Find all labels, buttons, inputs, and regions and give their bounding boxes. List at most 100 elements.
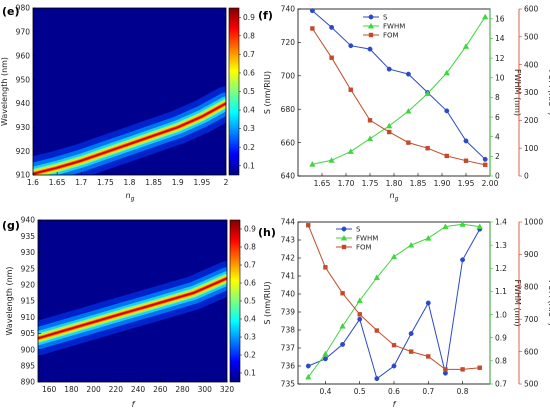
- right-tick-label: 100: [524, 144, 539, 153]
- colorbar-tick-label: 0.5: [243, 87, 255, 96]
- resonance-band-layer-6: [33, 102, 226, 175]
- data-point-s: [463, 138, 469, 144]
- x-tick-label: 1.8: [124, 178, 136, 187]
- mid-axis-label: FWHM (nm): [513, 69, 522, 116]
- data-point-fom: [391, 342, 397, 348]
- right-axis-label-main: FOM (RIU: [547, 280, 550, 317]
- data-point-fwhm: [339, 322, 346, 329]
- y-tick-label: 930: [16, 123, 31, 132]
- mid-axis-label: FWHM (nm): [513, 279, 522, 326]
- data-point-s: [460, 257, 466, 263]
- data-point-fom: [329, 55, 334, 60]
- y-tick-label: 910: [16, 171, 31, 180]
- y-tick-label: 925: [21, 264, 36, 273]
- data-point-fwhm: [424, 90, 431, 96]
- y-tick-label: 895: [21, 362, 36, 371]
- left-tick-label: 737: [281, 344, 296, 353]
- left-tick-label: 680: [281, 105, 296, 114]
- panel-h-line-chart: (h) 0.4 0.5 0.6 0.7 0.8 735 736 737 738 739 740 741 7…: [258, 218, 550, 409]
- data-point-fwhm: [462, 43, 470, 49]
- x-axis-label: ng: [390, 191, 399, 203]
- data-point-fom: [306, 223, 311, 228]
- legend-marker-fwhm: [367, 22, 375, 29]
- data-point-fwhm: [328, 157, 335, 163]
- data-point-fom: [425, 145, 430, 151]
- mid-tick-label: 16: [495, 15, 505, 24]
- x-tick-label: 1.6: [27, 178, 39, 187]
- left-tick-label: 740: [281, 5, 296, 14]
- data-point-s: [329, 24, 335, 30]
- mid-tick-label: 1.3: [495, 241, 507, 250]
- y-tick-label: 940: [21, 216, 36, 225]
- y-tick-label: 890: [21, 378, 36, 387]
- colorbar-tick-label: 0.2: [244, 351, 256, 360]
- y-tick-label: 980: [16, 4, 31, 13]
- right-tick-label: 0: [524, 172, 529, 181]
- x-tick-label: 260: [153, 385, 168, 394]
- mid-tick-label: 0: [495, 172, 500, 181]
- colorbar: [228, 7, 240, 176]
- x-tick-label: 280: [175, 385, 190, 394]
- y-tick-label: 905: [21, 329, 36, 338]
- series-s: [305, 226, 483, 382]
- legend-marker-fom: [341, 244, 347, 250]
- left-tick-label: 743: [281, 236, 296, 245]
- data-point-fwhm: [408, 241, 415, 248]
- left-tick-label: 738: [281, 326, 296, 335]
- data-point-fwhm: [322, 350, 329, 357]
- legend-label-fom: FOM: [383, 32, 399, 40]
- x-tick-label: 220: [109, 385, 124, 394]
- left-tick-label: 660: [281, 138, 296, 147]
- data-point-fwhm: [459, 221, 466, 227]
- colorbar-tick-label: 0.4: [243, 106, 255, 115]
- colorbar-tick-label: 0.3: [243, 124, 255, 133]
- left-tick-label: 736: [281, 362, 296, 371]
- data-point-fom: [323, 265, 328, 270]
- mid-tick-label: 6: [495, 113, 500, 122]
- legend-label-fwhm: FWHM: [383, 23, 405, 31]
- data-point-fwhm: [425, 234, 432, 241]
- data-point-fom: [444, 153, 449, 159]
- x-axis-label-main: n: [126, 191, 131, 200]
- mid-tick-label: 12: [495, 54, 505, 63]
- y-tick-label: 920: [16, 147, 31, 156]
- x-tick-label: 1.85: [410, 179, 427, 188]
- panel-label: (h): [258, 226, 276, 239]
- right-axis-label-end: ): [547, 112, 550, 115]
- data-point-s: [357, 316, 363, 322]
- data-point-fom: [483, 162, 488, 168]
- data-point-fom: [387, 129, 392, 135]
- right-tick-label: 800: [524, 283, 539, 292]
- x-axis-label-subscript: g: [131, 196, 135, 203]
- x-tick-label: 180: [64, 385, 79, 394]
- colorbar-tick-label: 0.1: [244, 369, 256, 378]
- colorbar-tick-label: 0.7: [244, 261, 256, 270]
- colorbar-tick-label: 0.2: [243, 143, 255, 152]
- left-tick-label: 700: [281, 72, 296, 81]
- data-point-fom: [374, 328, 380, 333]
- legend-marker-s: [368, 14, 374, 20]
- colorbar: [229, 219, 241, 383]
- mid-tick-label: 14: [495, 34, 505, 43]
- x-tick-label: 1.95: [194, 178, 211, 187]
- series-fom: [310, 26, 488, 168]
- right-tick-label: 500: [524, 33, 539, 42]
- x-tick-label: 1.75: [97, 178, 114, 187]
- data-point-s: [391, 363, 397, 369]
- data-point-fwhm: [373, 274, 380, 280]
- x-tick-label: 240: [131, 385, 146, 394]
- x-tick-label: 1.70: [338, 179, 355, 188]
- legend-label-s: S: [356, 226, 361, 234]
- left-tick-label: 741: [281, 272, 296, 281]
- x-tick-label: 0.8: [457, 387, 469, 396]
- data-point-fom: [477, 365, 482, 370]
- mid-tick-label: 8: [495, 93, 500, 102]
- data-point-fwhm: [443, 69, 450, 76]
- colorbar-tick-label: 0.5: [244, 297, 256, 306]
- x-tick-label: 320: [220, 385, 235, 394]
- data-point-fom: [367, 118, 373, 123]
- data-point-fom: [408, 349, 414, 354]
- y-axis-label: Wavelength (nm): [0, 57, 9, 126]
- legend-label-fwhm: FWHM: [356, 235, 378, 243]
- data-point-s: [405, 71, 411, 77]
